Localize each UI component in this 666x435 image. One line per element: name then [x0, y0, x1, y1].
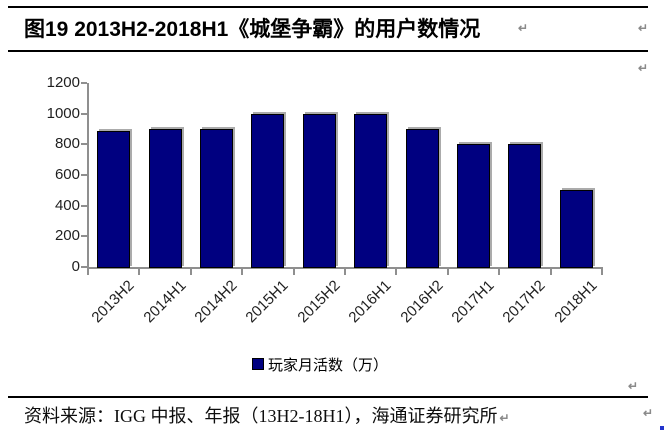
x-axis-tick: [498, 269, 501, 275]
y-axis-tick: [81, 143, 87, 146]
x-axis-label: 2014H2: [191, 277, 241, 327]
bar-2015H1: [251, 113, 285, 268]
figure-title: 图19 2013H2-2018H1《城堡争霸》的用户数情况: [24, 18, 481, 41]
bar-2016H2: [405, 129, 439, 268]
x-axis-label: 2017H2: [499, 277, 549, 327]
x-axis-tick: [395, 269, 398, 275]
divider-under-title: [8, 50, 648, 52]
x-axis-label: 2014H1: [139, 277, 190, 327]
mau-bar-chart: 0 200 400 600 800 1000 1200 2013H2 2014H1 2014H2 2…: [0, 52, 666, 392]
x-axis-label: 2018H1: [551, 277, 601, 327]
x-axis-tick: [601, 269, 603, 275]
x-axis-label: 2016H1: [345, 277, 395, 327]
y-axis-label: 600: [54, 166, 80, 183]
divider-bottom: [8, 396, 648, 398]
legend-label: 玩家月活数（万）: [268, 356, 389, 374]
bar-2018H1: [559, 190, 593, 268]
x-axis-label: 2016H2: [396, 277, 447, 327]
bar-2013H2: [97, 130, 131, 268]
x-axis-label: 2015H1: [242, 277, 292, 327]
bar-2014H1: [148, 129, 182, 268]
x-axis-tick: [189, 269, 192, 275]
y-axis-tick: [81, 235, 87, 238]
y-axis-label: 200: [54, 227, 80, 245]
paragraph-mark: ↵: [638, 61, 649, 75]
y-axis-label: 800: [54, 135, 80, 153]
divider-top: [8, 6, 648, 8]
chart-legend: 玩家月活数（万）: [252, 356, 389, 374]
y-axis-label: 400: [54, 196, 80, 214]
x-axis-line: [87, 267, 603, 269]
x-axis-tick: [138, 269, 141, 275]
y-axis-tick: [81, 174, 87, 176]
x-axis-tick: [87, 269, 89, 275]
y-axis-tick: [81, 82, 87, 84]
x-axis-tick: [292, 269, 295, 275]
x-axis-tick: [241, 269, 244, 275]
paragraph-mark: ↵: [499, 411, 510, 425]
paragraph-mark: ↵: [518, 21, 529, 35]
paragraph-mark: ↵: [643, 406, 654, 420]
source-note: 资料来源：IGG 中报、年报（13H2-18H1），海通证券研究所 ↵: [24, 402, 510, 428]
y-axis-label: 1000: [46, 104, 80, 122]
x-axis-label: 2017H1: [448, 277, 498, 327]
x-axis-label: 2013H2: [88, 277, 138, 327]
bar-2017H1: [457, 144, 490, 268]
y-axis-label: 0: [71, 258, 80, 275]
source-text: 资料来源：IGG 中报、年报（13H2-18H1），海通证券研究所: [24, 406, 498, 426]
y-axis-label: 1200: [46, 74, 80, 91]
bar-2014H2: [200, 129, 233, 268]
paragraph-mark: ↵: [638, 21, 649, 35]
bar-2016H1: [354, 113, 388, 268]
paragraph-mark: ↵: [628, 379, 639, 393]
y-axis-tick: [81, 112, 87, 115]
stray-blue-dot: [660, 426, 664, 430]
y-axis-tick: [81, 266, 87, 268]
bar-2015H2: [302, 113, 336, 268]
y-axis-tick: [81, 204, 87, 207]
x-axis-tick: [549, 269, 552, 275]
bar-2017H2: [508, 144, 542, 268]
x-axis-tick: [446, 269, 449, 275]
legend-swatch-icon: [252, 358, 264, 370]
x-axis-tick: [344, 269, 346, 275]
y-axis-line: [87, 83, 89, 269]
x-axis-label: 2015H2: [294, 277, 344, 327]
